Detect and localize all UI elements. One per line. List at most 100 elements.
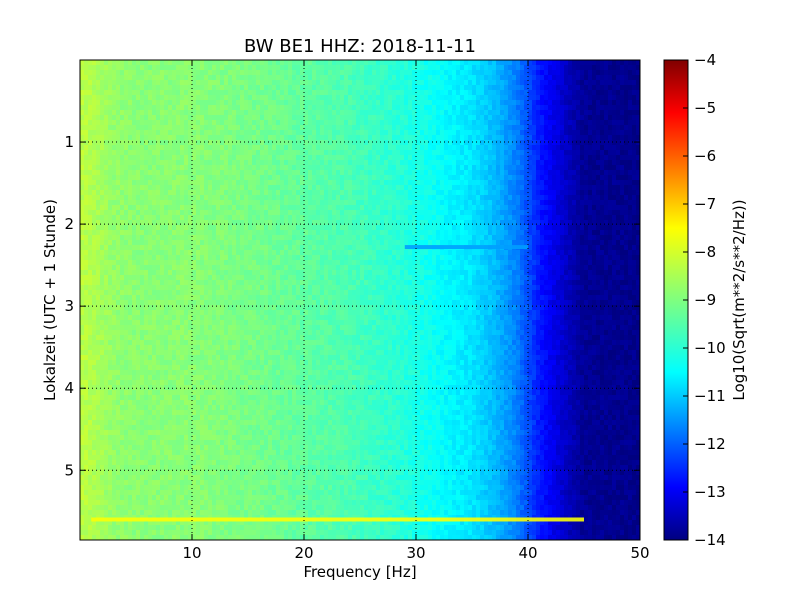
heatmap-cell: [460, 210, 465, 216]
heatmap-cell: [516, 170, 521, 176]
heatmap-cell: [112, 150, 117, 156]
heatmap-cell: [416, 155, 421, 161]
heatmap-cell: [460, 215, 465, 221]
heatmap-cell: [516, 95, 521, 101]
heatmap-cell: [504, 130, 509, 136]
heatmap-cell: [332, 180, 337, 186]
heatmap-cell: [452, 150, 457, 156]
heatmap-cell: [352, 215, 357, 221]
heatmap-cell: [572, 75, 577, 81]
heatmap-cell: [372, 235, 377, 241]
heatmap-cell: [148, 230, 153, 236]
heatmap-cell: [144, 70, 149, 76]
heatmap-cell: [256, 210, 261, 216]
heatmap-cell: [540, 220, 545, 226]
heatmap-cell: [520, 200, 525, 206]
heatmap-cell: [276, 205, 281, 211]
heatmap-cell: [328, 180, 333, 186]
heatmap-cell: [116, 200, 121, 206]
heatmap-cell: [284, 130, 289, 136]
heatmap-cell: [256, 155, 261, 161]
heatmap-cell: [520, 220, 525, 226]
heatmap-cell: [192, 130, 197, 136]
heatmap-cell: [492, 225, 497, 231]
heatmap-cell: [160, 90, 165, 96]
heatmap-cell: [304, 195, 309, 201]
heatmap-cell: [468, 180, 473, 186]
heatmap-cell: [92, 140, 97, 146]
heatmap-cell: [180, 230, 185, 236]
heatmap-cell: [436, 85, 441, 91]
heatmap-cell: [128, 180, 133, 186]
heatmap-cell: [360, 215, 365, 221]
heatmap-cell: [488, 180, 493, 186]
heatmap-cell: [320, 90, 325, 96]
heatmap-cell: [544, 225, 549, 231]
heatmap-cell: [196, 155, 201, 161]
heatmap-cell: [612, 230, 617, 236]
heatmap-cell: [528, 225, 533, 231]
heatmap-cell: [316, 135, 321, 141]
heatmap-cell: [608, 100, 613, 106]
heatmap-cell: [564, 200, 569, 206]
heatmap-cell: [592, 85, 597, 91]
heatmap-cell: [432, 220, 437, 226]
heatmap-cell: [556, 165, 561, 171]
heatmap-cell: [124, 70, 129, 76]
heatmap-cell: [168, 160, 173, 166]
heatmap-cell: [636, 135, 641, 141]
heatmap-cell: [236, 200, 241, 206]
heatmap-cell: [112, 65, 117, 71]
heatmap-cell: [472, 115, 477, 121]
heatmap-cell: [120, 65, 125, 71]
heatmap-cell: [248, 75, 253, 81]
heatmap-cell: [460, 75, 465, 81]
heatmap-cell: [272, 205, 277, 211]
heatmap-cell: [344, 160, 349, 166]
heatmap-cell: [632, 185, 637, 191]
heatmap-cell: [584, 230, 589, 236]
heatmap-cell: [92, 215, 97, 221]
heatmap-cell: [268, 110, 273, 116]
heatmap-cell: [608, 70, 613, 76]
heatmap-cell: [88, 145, 93, 151]
heatmap-cell: [148, 145, 153, 151]
heatmap-cell: [572, 100, 577, 106]
heatmap-cell: [208, 180, 213, 186]
heatmap-cell: [452, 200, 457, 206]
heatmap-cell: [188, 70, 193, 76]
heatmap-cell: [160, 115, 165, 121]
heatmap-cell: [140, 165, 145, 171]
heatmap-cell: [336, 120, 341, 126]
heatmap-cell: [468, 195, 473, 201]
heatmap-cell: [120, 220, 125, 226]
heatmap-cell: [448, 165, 453, 171]
heatmap-cell: [160, 190, 165, 196]
heatmap-cell: [128, 110, 133, 116]
heatmap-cell: [88, 165, 93, 171]
heatmap-cell: [416, 120, 421, 126]
heatmap-cell: [424, 180, 429, 186]
heatmap-cell: [388, 115, 393, 121]
heatmap-cell: [384, 150, 389, 156]
heatmap-cell: [184, 115, 189, 121]
heatmap-cell: [180, 90, 185, 96]
heatmap-cell: [404, 155, 409, 161]
heatmap-cell: [192, 100, 197, 106]
heatmap-cell: [384, 100, 389, 106]
heatmap-cell: [372, 230, 377, 236]
heatmap-cell: [556, 95, 561, 101]
heatmap-cell: [608, 220, 613, 226]
heatmap-cell: [544, 105, 549, 111]
heatmap-cell: [608, 200, 613, 206]
heatmap-cell: [388, 225, 393, 231]
heatmap-cell: [376, 135, 381, 141]
heatmap-cell: [512, 175, 517, 181]
heatmap-cell: [176, 180, 181, 186]
heatmap-cell: [424, 235, 429, 241]
heatmap-cell: [520, 195, 525, 201]
heatmap-cell: [108, 210, 113, 216]
heatmap-cell: [552, 150, 557, 156]
heatmap-cell: [396, 190, 401, 196]
heatmap-cell: [232, 160, 237, 166]
